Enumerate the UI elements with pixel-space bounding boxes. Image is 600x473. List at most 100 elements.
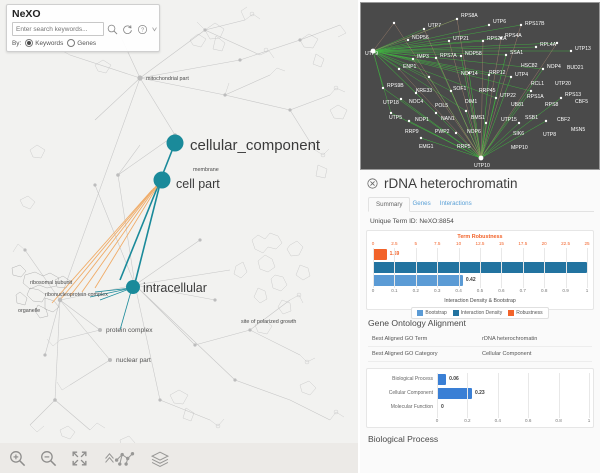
svg-text:RRP45: RRP45 — [479, 88, 496, 94]
go-tick: 1 — [587, 418, 591, 423]
svg-text:RPS1A: RPS1A — [527, 94, 544, 100]
svg-text:RPS13: RPS13 — [565, 92, 581, 98]
svg-text:BMS1: BMS1 — [471, 115, 485, 121]
bottom-tick: 0.3 — [433, 288, 441, 293]
tree-label-intracellular: intracellular — [143, 281, 207, 295]
gridline — [497, 373, 499, 418]
tree-leaf-clusters — [12, 6, 347, 433]
layers-icon[interactable] — [149, 449, 171, 468]
svg-text:DIM1: DIM1 — [465, 99, 477, 105]
gridline — [467, 373, 469, 418]
gridline — [587, 248, 588, 288]
tree-node-intracellular[interactable] — [126, 280, 140, 294]
tab-interactions[interactable]: Interactions — [439, 200, 472, 207]
svg-text:UTP8: UTP8 — [543, 132, 556, 138]
gridline — [501, 248, 503, 288]
top-tick: 22.5 — [561, 241, 571, 246]
gridline — [394, 248, 396, 288]
svg-text:RPS8A: RPS8A — [461, 13, 478, 19]
top-tick: 25 — [584, 241, 590, 246]
go-bar-cc — [437, 388, 472, 399]
gene-nodes[interactable] — [370, 17, 573, 161]
gridline — [437, 248, 439, 288]
chevron-down-icon[interactable] — [151, 23, 158, 36]
gene-network-graph[interactable]: UTP9 RPS8A UTP6 UTP7 NOP56 RPS17B UTP21 … — [361, 3, 599, 169]
search-icon[interactable] — [106, 23, 119, 36]
tree-nodes[interactable] — [23, 28, 302, 402]
gene-network-panel[interactable]: UTP9 RPS8A UTP6 UTP7 NOP56 RPS17B UTP21 … — [360, 2, 600, 170]
bottom-tick: 0.6 — [498, 288, 505, 293]
go-chart-plot-area: Biological Process Cellular Component Mo… — [375, 373, 590, 418]
svg-text:EMG1: EMG1 — [419, 144, 434, 150]
tree-orange-edges — [51, 181, 161, 304]
bottom-tick: 0.7 — [519, 288, 526, 293]
top-tick: 7.5 — [433, 241, 441, 246]
svg-text:UTP5: UTP5 — [389, 115, 402, 121]
go-term-key: Best Aligned GO Term — [372, 336, 428, 342]
help-icon[interactable]: ? — [136, 23, 149, 36]
bar-bootstrap — [373, 275, 463, 286]
term-id-label: Unique Term ID: NeXO:8854 — [370, 218, 454, 225]
detail-tabs[interactable]: Summary Genes Interactions — [368, 197, 594, 212]
svg-text:KRE33: KRE33 — [416, 88, 432, 94]
svg-text:UTP18: UTP18 — [383, 100, 399, 106]
legend-swatch-interaction-density — [452, 310, 459, 316]
tree-node-cell-part[interactable] — [153, 171, 171, 189]
go-tick: 0.6 — [524, 418, 532, 423]
gridline — [458, 248, 460, 288]
reset-icon[interactable] — [121, 23, 134, 36]
ontology-tree-panel[interactable]: mitochondrial part membrane protein comp… — [0, 0, 358, 473]
svg-text:UTP10: UTP10 — [474, 163, 490, 169]
top-tick: 0 — [371, 241, 375, 246]
radio-keywords[interactable] — [25, 39, 34, 47]
gridline — [437, 373, 438, 418]
svg-text:MPP10: MPP10 — [511, 145, 528, 151]
svg-text:RPS9B: RPS9B — [387, 83, 404, 89]
svg-text:RPS8: RPS8 — [545, 102, 558, 108]
gene-edges-green — [372, 18, 571, 114]
radio-genes[interactable] — [67, 39, 76, 47]
go-cat-label-cc: Cellular Component — [388, 390, 433, 396]
zoom-out-icon[interactable] — [39, 449, 58, 468]
search-input[interactable] — [12, 22, 104, 36]
svg-text:nuclear part: nuclear part — [116, 357, 151, 364]
svg-text:UTP20: UTP20 — [555, 81, 571, 87]
search-panel[interactable]: NeXO ? By: — [6, 4, 160, 52]
gene-edges-brown — [372, 18, 558, 159]
svg-text:UTP22: UTP22 — [500, 93, 516, 99]
radio-keywords-label: Keywords — [35, 39, 64, 47]
gridline — [522, 248, 524, 288]
svg-text:RPS22A: RPS22A — [487, 36, 507, 42]
tree-node-cellular-component[interactable] — [166, 134, 184, 152]
zoom-in-icon[interactable] — [8, 449, 27, 468]
fit-screen-icon[interactable] — [70, 449, 89, 468]
svg-text:ribonucleoprotein complex: ribonucleoprotein complex — [45, 292, 108, 298]
ontology-tree-graph[interactable]: mitochondrial part membrane protein comp… — [0, 0, 358, 473]
tree-highlight-edges — [119, 142, 176, 284]
tab-genes[interactable]: Genes — [412, 200, 431, 207]
close-icon[interactable] — [366, 177, 379, 190]
svg-text:NOP1: NOP1 — [415, 117, 429, 123]
chart-legend: Bootstrap Interaction Density Robustness — [411, 307, 549, 319]
top-tick: 5 — [414, 241, 418, 246]
collapse-icon[interactable] — [101, 449, 137, 468]
view-toolbar[interactable] — [0, 443, 358, 473]
search-by-row: By: Keywords Genes — [12, 39, 159, 47]
svg-text:RPS17B: RPS17B — [525, 21, 545, 27]
svg-text:UTP15: UTP15 — [501, 117, 517, 123]
go-alignment-chart-card: Biological Process Cellular Component Mo… — [366, 368, 594, 428]
go-term-value: rDNA heterochromatin — [482, 336, 538, 342]
svg-text:UTP7: UTP7 — [428, 23, 441, 29]
gridline — [589, 373, 590, 418]
tree-label-cellular-component: cellular_component — [190, 137, 321, 154]
chart-top-axis: 0 2.5 5 7.5 10 12.5 15 17.5 20 22.5 25 — [371, 241, 590, 248]
legend-label-interaction-density: Interaction Density — [460, 310, 503, 316]
tree-highlight-edges-2 — [89, 287, 133, 331]
tab-summary[interactable]: Summary — [368, 197, 411, 212]
top-tick: 10 — [456, 241, 462, 246]
svg-text:UTP4: UTP4 — [515, 72, 528, 78]
table-row: Best Aligned GO Category Cellular Compon… — [368, 347, 592, 362]
svg-text:NOP4: NOP4 — [547, 64, 561, 70]
robustness-chart-card: Term Robustness 0 2.5 5 7.5 10 12.5 15 17.5 20 22… — [366, 230, 594, 319]
